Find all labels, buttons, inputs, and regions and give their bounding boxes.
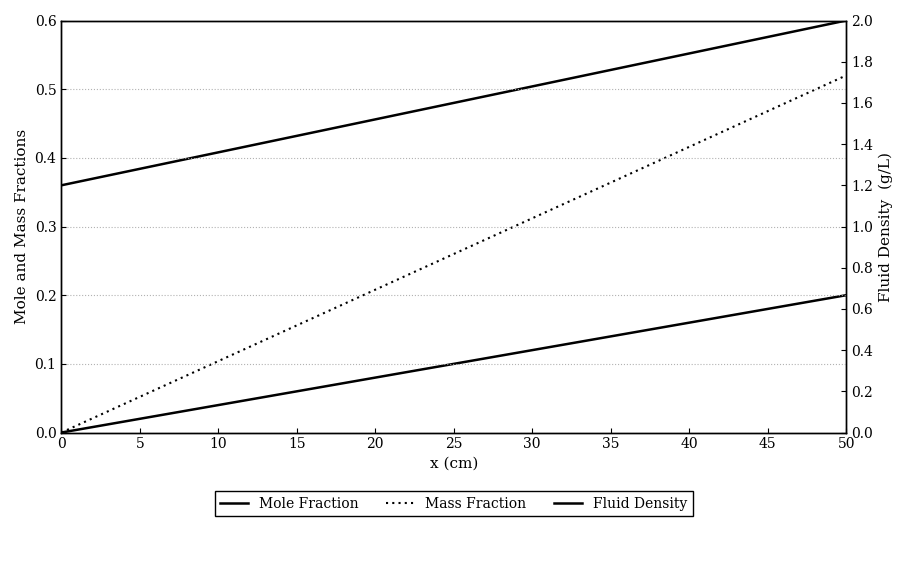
Mass Fraction <box>433 257 444 264</box>
Fluid Density <box>841 17 852 24</box>
Mass Fraction <box>429 259 439 266</box>
Fluid Density <box>429 103 439 110</box>
Legend: Mole Fraction, Mass Fraction, Fluid Density: Mole Fraction, Mass Fraction, Fluid Dens… <box>214 491 693 516</box>
Mole Fraction <box>841 292 852 299</box>
Mole Fraction <box>480 355 491 362</box>
Mass Fraction <box>822 80 833 87</box>
Fluid Density <box>699 47 710 54</box>
Mole Fraction <box>429 364 439 371</box>
X-axis label: x (cm): x (cm) <box>429 457 478 471</box>
Fluid Density <box>56 182 67 189</box>
Mole Fraction <box>822 295 833 302</box>
Line: Mole Fraction: Mole Fraction <box>62 295 846 433</box>
Fluid Density <box>523 84 534 91</box>
Mole Fraction <box>523 348 534 355</box>
Mole Fraction <box>433 363 444 370</box>
Line: Fluid Density: Fluid Density <box>62 21 846 185</box>
Fluid Density <box>480 93 491 100</box>
Mass Fraction <box>56 429 67 436</box>
Line: Mass Fraction: Mass Fraction <box>62 76 846 433</box>
Mole Fraction <box>699 316 710 323</box>
Mass Fraction <box>841 72 852 79</box>
Mass Fraction <box>480 236 491 243</box>
Fluid Density <box>822 21 833 28</box>
Y-axis label: Fluid Density  (g/L): Fluid Density (g/L) <box>879 151 893 302</box>
Mass Fraction <box>523 217 534 224</box>
Mass Fraction <box>699 136 710 143</box>
Fluid Density <box>433 103 444 110</box>
Y-axis label: Mole and Mass Fractions: Mole and Mass Fractions <box>15 129 29 324</box>
Mole Fraction <box>56 429 67 436</box>
